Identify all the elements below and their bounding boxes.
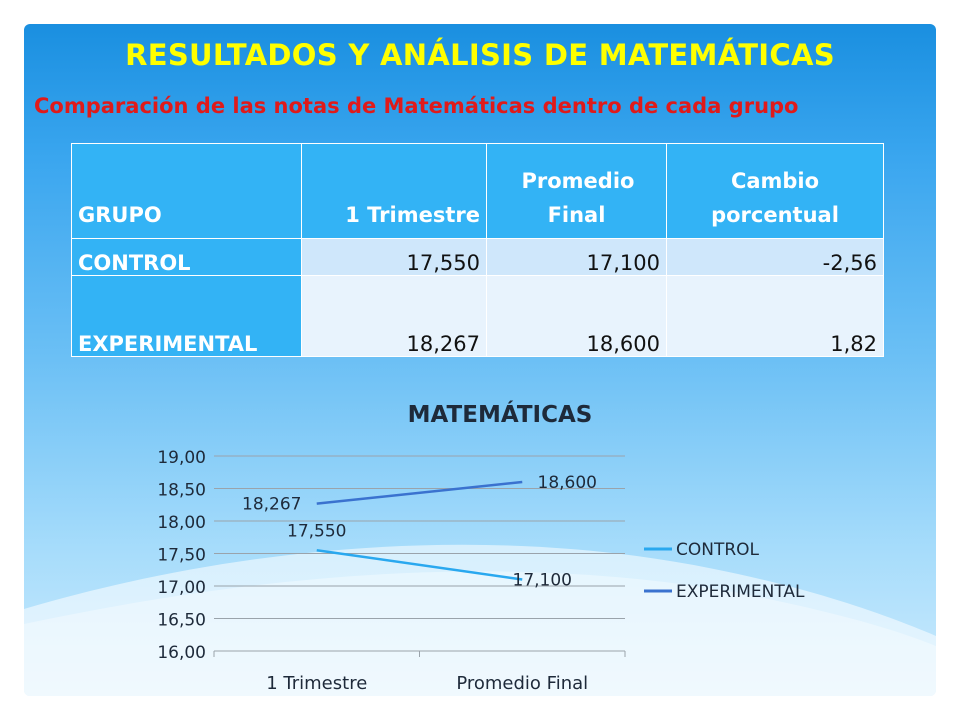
y-tick-label: 18,00	[157, 513, 206, 533]
table-row: EXPERIMENTAL 18,267 18,600 1,82	[71, 275, 884, 357]
y-tick-label: 16,50	[157, 611, 206, 631]
slide-subtitle: Comparación de las notas de Matemáticas …	[34, 94, 799, 118]
x-tick-label: 1 Trimestre	[266, 673, 367, 694]
cell-experimental-trimestre: 18,267	[301, 275, 487, 357]
header-cambio: Cambio porcentual	[666, 143, 884, 239]
header-grupo: GRUPO	[71, 143, 302, 239]
y-tick-label: 17,00	[157, 578, 206, 598]
legend-label: EXPERIMENTAL	[676, 582, 805, 602]
background-swoosh	[24, 544, 936, 696]
data-label: 18,267	[242, 495, 301, 515]
cell-control-trimestre: 17,550	[301, 238, 487, 276]
data-label: 18,600	[538, 473, 597, 493]
cell-experimental-promedio: 18,600	[486, 275, 667, 357]
table-row: CONTROL 17,550 17,100 -2,56	[71, 238, 884, 276]
cell-control-promedio: 17,100	[486, 238, 667, 276]
row-group-experimental: EXPERIMENTAL	[71, 275, 302, 357]
header-cambio-text: Cambio porcentual	[711, 169, 839, 227]
x-tick-label: Promedio Final	[456, 673, 588, 694]
header-promedio: Promedio Final	[486, 143, 667, 239]
header-trimestre: 1 Trimestre	[301, 143, 487, 239]
y-tick-label: 18,50	[157, 481, 206, 501]
slide-title: RESULTADOS Y ANÁLISIS DE MATEMÁTICAS	[125, 38, 835, 72]
y-tick-label: 17,50	[157, 546, 206, 566]
slide: RESULTADOS Y ANÁLISIS DE MATEMÁTICAS Com…	[24, 24, 936, 696]
series-line-control	[316, 549, 523, 581]
y-tick-label: 19,00	[157, 448, 206, 468]
y-tick-label: 16,00	[157, 643, 206, 663]
data-label: 17,100	[513, 571, 572, 591]
data-label: 17,550	[287, 521, 346, 541]
series-line-experimental	[316, 480, 523, 505]
legend-label: CONTROL	[676, 540, 760, 560]
chart-title: MATEMÁTICAS	[408, 400, 593, 428]
cell-experimental-cambio: 1,82	[666, 275, 884, 357]
header-promedio-text: Promedio Final	[521, 169, 635, 227]
table-header-row: GRUPO 1 Trimestre Promedio Final Cambio …	[71, 143, 884, 239]
cell-control-cambio: -2,56	[666, 238, 884, 276]
results-table: GRUPO 1 Trimestre Promedio Final Cambio …	[71, 143, 884, 357]
line-chart: MATEMÁTICAS 16,00 16,50 17,00 17,50 18,00 18,…	[157, 400, 805, 694]
